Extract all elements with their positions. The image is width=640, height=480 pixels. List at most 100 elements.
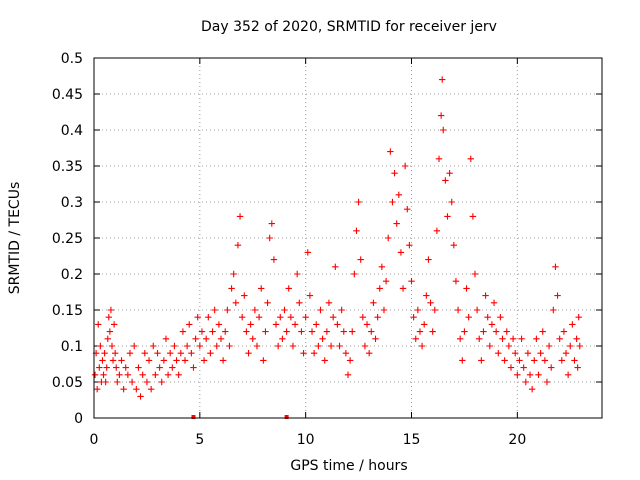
y-tick-label: 0.1	[61, 339, 83, 355]
data-point	[141, 350, 148, 357]
data-point	[535, 371, 542, 378]
data-point	[380, 306, 388, 314]
data-point	[361, 342, 369, 350]
data-point	[147, 386, 155, 393]
data-point	[552, 263, 559, 270]
data-point	[251, 306, 259, 314]
data-point	[351, 270, 358, 278]
data-point	[97, 342, 104, 350]
data-point	[304, 249, 311, 256]
data-point	[338, 306, 345, 314]
data-point	[528, 386, 536, 393]
data-point	[571, 357, 578, 364]
data-point	[294, 270, 301, 278]
data-point	[501, 357, 508, 364]
data-point	[105, 314, 113, 321]
data-point	[272, 321, 280, 328]
data-point	[160, 357, 168, 364]
data-point	[363, 321, 371, 328]
data-point	[452, 278, 460, 285]
data-point	[109, 357, 117, 364]
data-point	[283, 328, 290, 335]
data-point	[171, 342, 178, 350]
data-point	[444, 213, 451, 220]
data-point	[410, 314, 417, 321]
data-point	[111, 350, 119, 357]
data-point	[425, 256, 432, 263]
data-point	[533, 335, 540, 342]
y-tick-label: 0.05	[52, 375, 83, 391]
x-axis-marker	[284, 415, 289, 419]
data-point	[281, 306, 288, 314]
data-point	[414, 306, 422, 314]
data-point	[274, 342, 282, 350]
data-point	[164, 371, 172, 378]
data-point	[376, 285, 383, 292]
y-tick-labels: 0 0.05 0.1 0.15 0.2 0.25 0.3 0.35 0.4 0.45 0.5	[52, 51, 83, 427]
data-point	[313, 321, 320, 328]
data-point	[104, 335, 111, 342]
data-point	[522, 378, 529, 386]
data-point	[342, 350, 350, 357]
data-point	[262, 328, 269, 335]
data-point	[226, 342, 233, 350]
data-point	[503, 328, 510, 335]
data-point	[128, 378, 136, 386]
data-point	[319, 335, 326, 342]
x-axis-label: GPS time / hours	[290, 458, 407, 474]
data-point	[255, 314, 263, 321]
y-tick-label: 0.2	[61, 267, 83, 283]
data-point	[569, 321, 576, 328]
data-point	[562, 350, 570, 357]
data-point	[450, 242, 458, 249]
data-point	[397, 249, 405, 256]
y-tick-label: 0	[74, 411, 83, 427]
data-point	[385, 234, 392, 242]
data-point	[224, 306, 231, 314]
data-point	[234, 242, 242, 249]
data-point	[310, 350, 318, 357]
y-tick-label: 0.15	[52, 303, 83, 319]
data-point	[574, 364, 581, 371]
data-point	[113, 364, 120, 371]
x-tick-label: 10	[297, 432, 315, 448]
data-point	[327, 342, 335, 350]
data-point	[518, 335, 525, 342]
data-point	[158, 378, 165, 386]
data-point	[124, 371, 132, 378]
data-point	[368, 328, 375, 335]
data-point	[395, 191, 402, 198]
data-point	[554, 292, 561, 299]
data-point	[488, 321, 496, 328]
data-point	[103, 364, 110, 371]
data-point	[106, 328, 114, 335]
y-tick-label: 0.3	[61, 195, 83, 211]
data-point	[476, 335, 483, 342]
data-point	[181, 357, 189, 364]
data-point	[531, 357, 538, 364]
data-point	[365, 350, 373, 357]
x-tick-label: 5	[195, 432, 204, 448]
data-point	[183, 342, 191, 350]
data-point	[230, 270, 237, 278]
data-point	[357, 256, 364, 263]
data-point	[499, 335, 506, 342]
data-point	[421, 321, 428, 328]
data-point	[154, 350, 161, 357]
data-point	[228, 285, 235, 292]
data-point	[285, 285, 292, 292]
data-point	[190, 364, 197, 371]
data-point	[478, 357, 485, 364]
data-point	[238, 314, 246, 321]
data-point	[344, 371, 352, 378]
data-point	[429, 328, 436, 335]
data-point	[484, 314, 491, 321]
data-point	[217, 335, 225, 342]
data-point	[232, 299, 240, 306]
data-point	[243, 328, 250, 335]
data-point	[207, 350, 214, 357]
data-point	[567, 342, 574, 350]
data-point	[169, 364, 176, 371]
